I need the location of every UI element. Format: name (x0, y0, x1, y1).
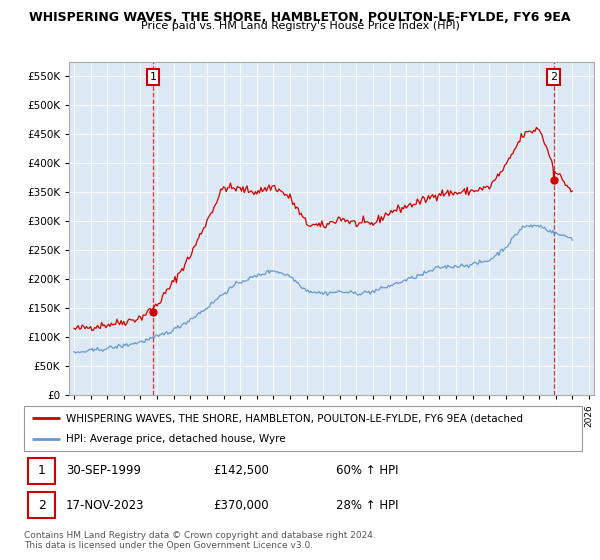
Text: 1: 1 (38, 464, 46, 477)
Text: 1: 1 (149, 72, 157, 82)
Text: £370,000: £370,000 (214, 499, 269, 512)
Text: 17-NOV-2023: 17-NOV-2023 (66, 499, 145, 512)
Text: £142,500: £142,500 (214, 464, 269, 477)
Text: 30-SEP-1999: 30-SEP-1999 (66, 464, 141, 477)
Text: 2: 2 (38, 499, 46, 512)
Bar (28, 458, 55, 483)
Text: 60% ↑ HPI: 60% ↑ HPI (337, 464, 399, 477)
Bar (28, 492, 55, 519)
Text: WHISPERING WAVES, THE SHORE, HAMBLETON, POULTON-LE-FYLDE, FY6 9EA (detached: WHISPERING WAVES, THE SHORE, HAMBLETON, … (66, 413, 523, 423)
Text: 2: 2 (550, 72, 557, 82)
Text: Price paid vs. HM Land Registry's House Price Index (HPI): Price paid vs. HM Land Registry's House … (140, 21, 460, 31)
Text: HPI: Average price, detached house, Wyre: HPI: Average price, detached house, Wyre (66, 433, 286, 444)
Text: 28% ↑ HPI: 28% ↑ HPI (337, 499, 399, 512)
Text: WHISPERING WAVES, THE SHORE, HAMBLETON, POULTON-LE-FYLDE, FY6 9EA: WHISPERING WAVES, THE SHORE, HAMBLETON, … (29, 11, 571, 24)
Text: Contains HM Land Registry data © Crown copyright and database right 2024.
This d: Contains HM Land Registry data © Crown c… (24, 531, 376, 550)
